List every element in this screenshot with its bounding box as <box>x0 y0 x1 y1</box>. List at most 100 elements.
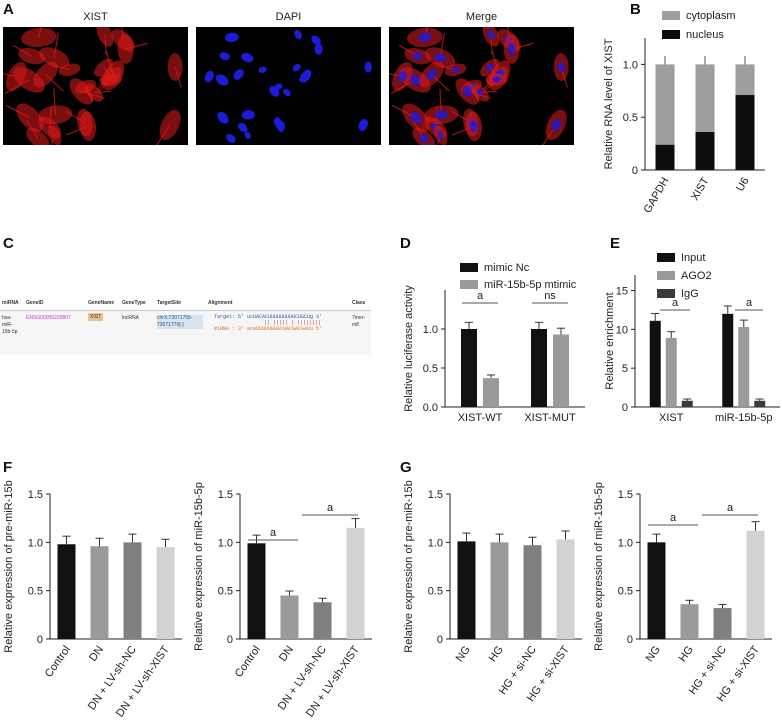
legend-label: cytoplasm <box>686 10 736 22</box>
cell-targetsite[interactable]: chrX:73071755-73071776[-] <box>157 315 203 329</box>
chart-f-mir: 0 0.5 1.0 1.5 Relative expression of miR-15b… <box>193 482 372 719</box>
x-tick-label: Control <box>233 644 263 680</box>
legend-swatch <box>662 11 680 20</box>
y-tick-label: 0.0 <box>423 402 438 414</box>
y-tick-label: 1.0 <box>623 59 638 71</box>
y-tick-label: 0 <box>622 402 628 414</box>
cell-nucleus <box>364 61 372 73</box>
cell-nucleus <box>426 69 437 80</box>
significance-label: a <box>327 502 334 514</box>
cell-process <box>125 42 148 50</box>
legend-label: miR-15b-5p mtimic <box>484 279 577 291</box>
y-axis-label: Relative expression of miR-15b-5p <box>193 482 205 651</box>
cell-nucleus <box>292 63 301 72</box>
y-tick-label: 0.5 <box>218 586 233 598</box>
bar-input <box>649 320 661 407</box>
cell-geneid[interactable]: ENSG00000229807 <box>26 315 71 321</box>
chart-g-pre-mir: 0 0.5 1.0 1.5 Relative expression of pre-miR… <box>403 480 582 704</box>
table-row: hsa-miR-15b-5p ENSG00000229807 XIST lncR… <box>0 311 371 355</box>
cell-nucleus <box>299 76 308 83</box>
cell-nucleus <box>485 63 494 72</box>
col-class: Class <box>352 300 366 306</box>
bar-ago2 <box>665 337 677 407</box>
col-mirna: miRNA <box>2 300 19 306</box>
cell-nucleus <box>419 133 429 143</box>
x-tick-label: DN <box>277 644 296 664</box>
chart-f-pre-mir: 0 0.5 1.0 1.5 Relative expression of pre-miR… <box>3 480 182 719</box>
cell-nucleus <box>557 61 565 73</box>
cell-nucleus <box>217 111 229 124</box>
cell-nucleus <box>434 110 448 120</box>
y-tick-label: 0 <box>437 634 443 646</box>
cell-nucleus <box>204 70 214 83</box>
legend-label: Input <box>681 252 705 264</box>
col-geneid: GeneID <box>26 300 44 306</box>
cell-cytoplasm <box>96 27 114 47</box>
y-tick-label: 1.5 <box>28 489 43 501</box>
bar-value <box>457 541 476 639</box>
x-tick-label: NG <box>454 644 473 664</box>
legend-swatch <box>460 263 478 272</box>
cell-class: 7mer-m8 <box>352 315 366 328</box>
y-tick-label: 15 <box>616 286 628 298</box>
y-axis-label: Relative enrichment <box>605 292 616 389</box>
cell-nucleus <box>276 120 285 132</box>
significance-label: a <box>672 297 679 309</box>
cell-cytoplasm <box>6 61 27 92</box>
y-tick-label: 1.0 <box>428 537 443 549</box>
y-tick-label: 0 <box>227 634 233 646</box>
cell-nucleus <box>258 66 267 73</box>
cell-nucleus <box>410 111 422 124</box>
cell-nucleus <box>244 131 251 140</box>
cell-process <box>5 104 31 119</box>
x-tick-label: GAPDH <box>642 175 672 215</box>
y-axis-label: Relative expression of pre-miR-15b <box>3 480 15 652</box>
bar-value <box>90 546 109 639</box>
bar-nucleus <box>655 144 675 170</box>
cell-nucleus <box>269 86 280 97</box>
cell-process <box>53 32 59 58</box>
x-tick-label: U6 <box>734 176 751 194</box>
cell-nucleus <box>233 69 244 80</box>
cell-nucleus <box>451 66 460 73</box>
y-tick-label: 1.5 <box>618 489 633 501</box>
chart-d-luciferase: 0.0 0.5 1.0 Relative luciferase activity XIS… <box>403 262 585 424</box>
cell-nucleus <box>219 52 231 61</box>
bar-value <box>490 542 509 639</box>
cell-process <box>3 73 17 78</box>
bar-mimic-nc <box>531 329 547 407</box>
significance-label: a <box>270 527 277 539</box>
legend-label: AGO2 <box>681 270 712 282</box>
y-tick-label: 1.5 <box>428 489 443 501</box>
bar-nucleus <box>735 95 755 170</box>
significance-label: a <box>746 297 753 309</box>
panel-label-g: G <box>400 459 412 476</box>
panel-label-b: B <box>630 1 641 18</box>
y-tick-label: 1.5 <box>218 489 233 501</box>
bar-value <box>523 545 542 639</box>
cell-process <box>156 124 171 145</box>
bar-value <box>713 608 732 639</box>
bar-value <box>280 595 299 639</box>
significance-label: ns <box>544 290 556 302</box>
bar-ago2 <box>738 327 750 407</box>
y-axis-label: Relative luciferase activity <box>403 285 415 412</box>
micrograph-merge <box>389 27 574 145</box>
micrograph-dapi <box>196 27 381 145</box>
x-tick-label: HG <box>487 644 506 664</box>
bar-value <box>247 543 266 639</box>
cell-genetype: lncRNA <box>122 315 139 321</box>
y-tick-label: 1.0 <box>218 537 233 549</box>
cell-nucleus <box>238 122 248 133</box>
y-tick-label: 1.0 <box>28 537 43 549</box>
cell-nucleus <box>487 29 495 40</box>
x-tick-label: XIST <box>689 175 712 202</box>
x-tick-label: XIST-WT <box>458 412 503 424</box>
cell-process <box>104 34 107 55</box>
x-tick-label: XIST-MUT <box>524 412 576 424</box>
cell-nucleus <box>434 52 447 63</box>
legend-swatch <box>657 253 675 262</box>
bar-value <box>680 604 699 639</box>
legend-swatch <box>662 30 680 39</box>
